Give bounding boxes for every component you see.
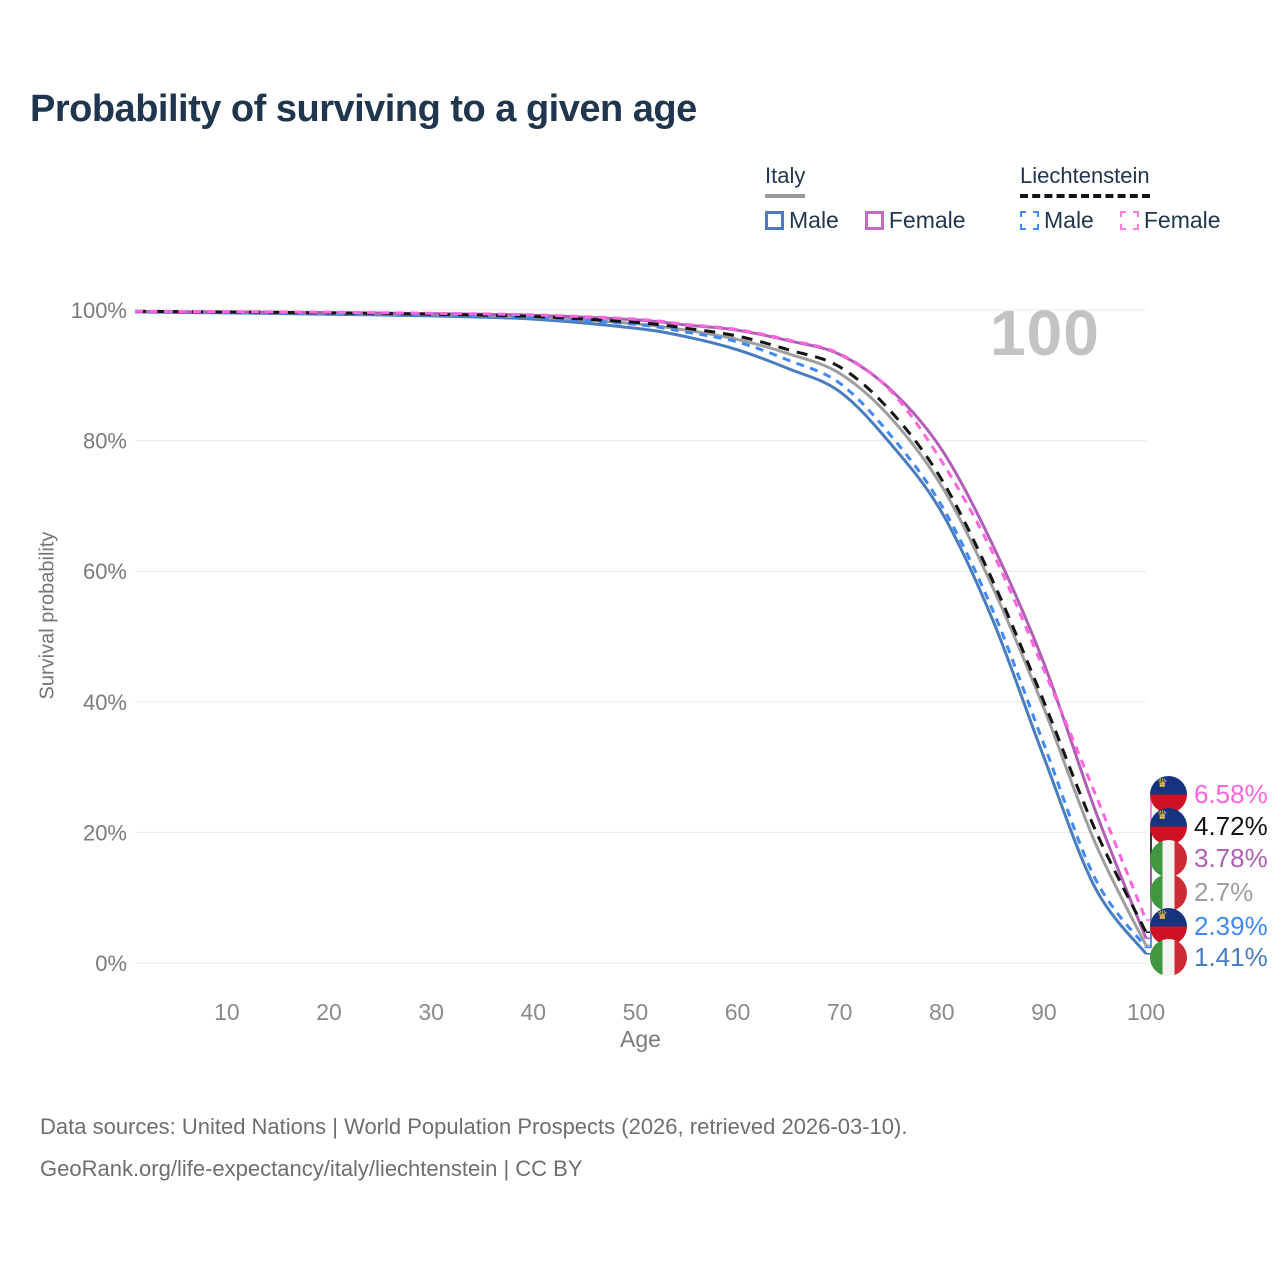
crown-icon: ♛ [1157, 808, 1168, 822]
legend-group-title-liechtenstein: Liechtenstein [1020, 163, 1150, 198]
y-axis-title: Survival probability [36, 531, 59, 700]
x-tick-label: 100 [1127, 999, 1165, 1025]
italy-male-swatch-icon [765, 211, 784, 230]
legend-item-liechtenstein-male[interactable]: Male [1020, 207, 1094, 234]
end-value: 2.39% [1194, 911, 1268, 941]
y-tick-label: 20% [83, 820, 127, 845]
x-tick-label: 90 [1031, 999, 1057, 1025]
liechtenstein-female-swatch-icon [1119, 211, 1139, 230]
end-value: 4.72% [1194, 811, 1268, 841]
legend-item-label: Female [888, 207, 966, 233]
y-tick-label: 80% [83, 429, 127, 454]
x-tick-label: 50 [623, 999, 649, 1025]
y-tick-label: 100% [71, 298, 127, 323]
y-tick-label: 60% [83, 559, 127, 584]
end-value: 1.41% [1194, 942, 1268, 972]
crown-icon: ♛ [1157, 776, 1168, 790]
x-tick-label: 60 [725, 999, 751, 1025]
italy-flag-icon [1150, 939, 1187, 976]
x-tick-label: 80 [929, 999, 955, 1025]
legend-item-liechtenstein-female[interactable]: Female [1119, 207, 1221, 234]
age-watermark: 100 [990, 297, 1100, 369]
end-label-italy-male: 1.41% [1150, 939, 1268, 976]
attribution-text: GeoRank.org/life-expectancy/italy/liecht… [40, 1156, 583, 1181]
series-line-li_f [134, 309, 1148, 921]
legend-item-italy-male[interactable]: Male [765, 207, 839, 234]
end-label-italy-total: 2.7% [1150, 874, 1253, 911]
legend-group-liechtenstein: Liechtenstein Male Female [1020, 163, 1221, 234]
crown-icon: ♛ [1157, 908, 1168, 922]
data-sources-text: Data sources: United Nations | World Pop… [40, 1114, 908, 1139]
x-axis-title: Age [620, 1026, 661, 1052]
end-label-liechtenstein-female: ♛ 6.58% [1150, 776, 1268, 813]
end-label-italy-female: 3.78% [1150, 840, 1268, 877]
page-title: Probability of surviving to a given age [30, 88, 697, 130]
legend-item-label: Female [1143, 207, 1221, 233]
x-tick-label: 40 [520, 999, 546, 1025]
legend-item-label: Male [1044, 207, 1094, 233]
end-label-liechtenstein-total: ♛ 4.72% [1150, 808, 1268, 845]
y-tick-label: 40% [83, 690, 127, 715]
legend-group-italy: Italy Male Female [765, 163, 966, 234]
end-value: 3.78% [1194, 843, 1268, 873]
end-label-liechtenstein-male: ♛ 2.39% [1150, 908, 1268, 945]
y-tick-label: 0% [95, 951, 127, 976]
x-tick-label: 20 [316, 999, 342, 1025]
legend-group-title-italy: Italy [765, 163, 806, 198]
italy-flag-icon [1150, 840, 1187, 877]
italy-female-swatch-icon [864, 211, 884, 230]
x-tick-label: 30 [418, 999, 444, 1025]
legend-item-label: Male [789, 207, 839, 233]
x-tick-label: 70 [827, 999, 853, 1025]
series-line-it_m [134, 310, 1148, 955]
end-value: 6.58% [1194, 779, 1268, 809]
series-line-it_t [134, 310, 1148, 947]
liechtenstein-flag-icon: ♛ [1150, 808, 1187, 845]
series-line-li_m [134, 310, 1148, 949]
footer: Data sources: United Nations | World Pop… [40, 1106, 907, 1190]
liechtenstein-flag-icon: ♛ [1150, 776, 1187, 813]
liechtenstein-male-swatch-icon [1020, 211, 1039, 230]
x-tick-label: 10 [214, 999, 240, 1025]
italy-flag-icon [1150, 874, 1187, 911]
end-value: 2.7% [1194, 877, 1254, 907]
liechtenstein-flag-icon: ♛ [1150, 908, 1187, 945]
legend-item-italy-female[interactable]: Female [864, 207, 966, 234]
